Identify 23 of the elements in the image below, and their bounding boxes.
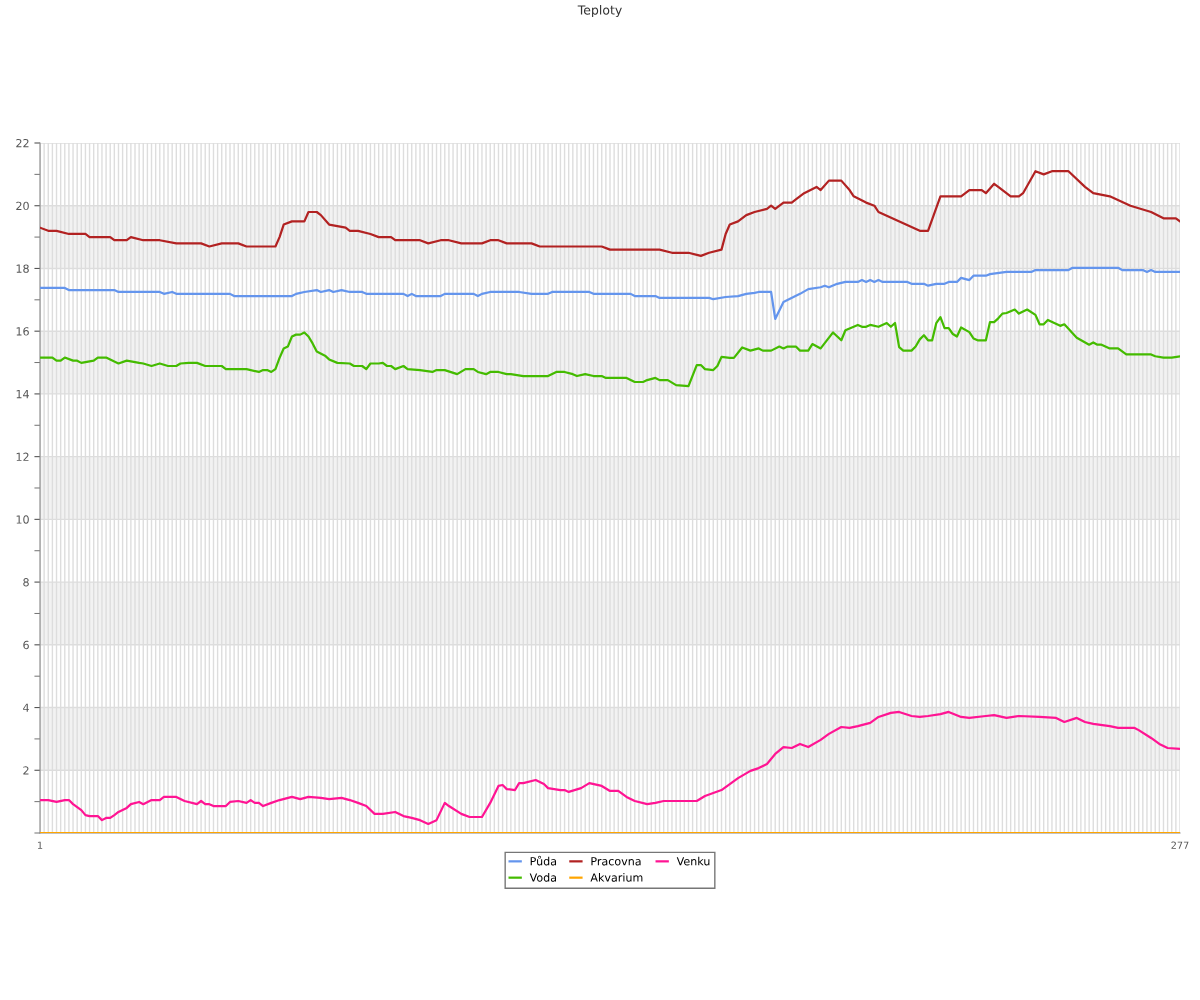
y-tick-label: 22: [16, 138, 29, 148]
x-tick-label: 1: [37, 841, 43, 849]
y-tick-label: 14: [16, 390, 29, 399]
y-tick-label: 10: [16, 515, 29, 524]
y-tick-label: 6: [23, 640, 29, 650]
line-series: [40, 266, 1180, 321]
y-tick-label: 18: [16, 264, 29, 273]
line-series: [40, 170, 1180, 258]
y-tick-label: 12: [16, 452, 29, 461]
line-series: [40, 308, 1180, 388]
y-tick-label: 4: [23, 703, 29, 712]
legend-label: Pracovna: [591, 857, 641, 866]
y-tick-label: 8: [23, 578, 29, 587]
chart-title: Teploty: [577, 5, 622, 18]
y-tick-label: 2: [23, 766, 29, 775]
y-tick-label: 16: [16, 327, 29, 336]
y-tick-label: 20: [16, 201, 29, 211]
legend-label: Voda: [529, 873, 557, 882]
legend-label: Akvarium: [590, 873, 643, 882]
legend-label: Venku: [676, 856, 710, 866]
x-tick-label: 277: [1171, 841, 1189, 849]
line-series: [40, 710, 1180, 826]
legend-label: Půda: [530, 855, 557, 866]
